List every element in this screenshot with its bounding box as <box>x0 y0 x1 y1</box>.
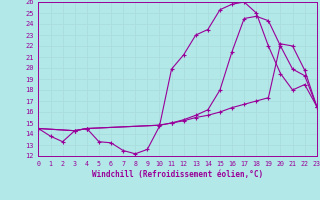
X-axis label: Windchill (Refroidissement éolien,°C): Windchill (Refroidissement éolien,°C) <box>92 170 263 179</box>
